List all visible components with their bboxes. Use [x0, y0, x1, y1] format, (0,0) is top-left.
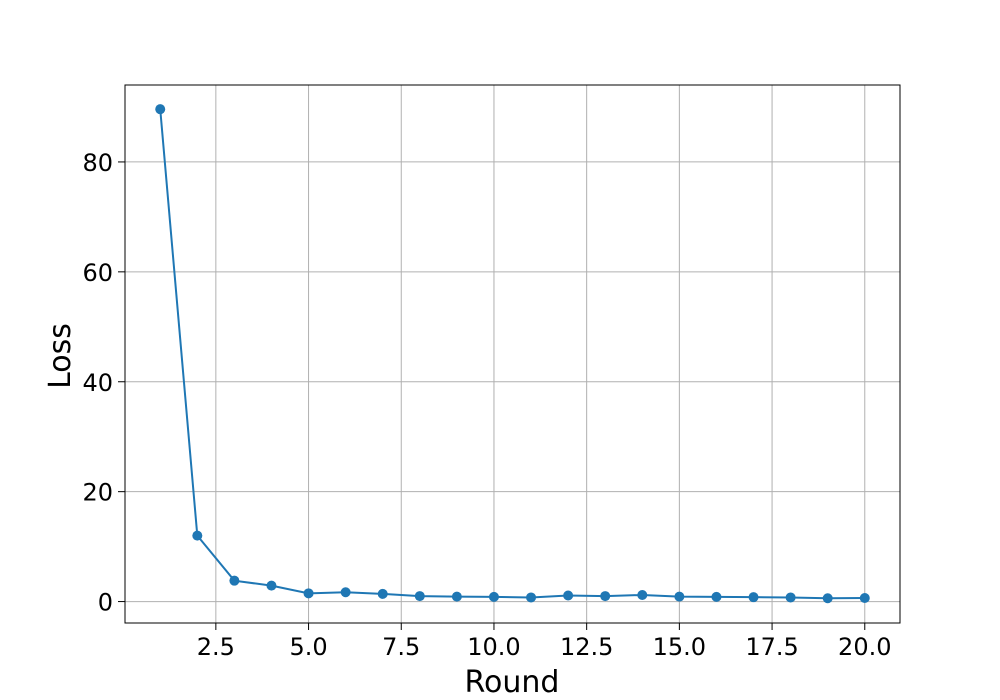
plot-frame [124, 84, 901, 624]
data-point [600, 591, 611, 602]
x-tick-label: 7.5 [382, 633, 420, 661]
data-point [785, 592, 796, 603]
x-tick-label: 10.0 [467, 633, 520, 661]
data-point [563, 590, 574, 601]
x-tick-label: 5.0 [289, 633, 327, 661]
y-axis-title: Loss [43, 323, 78, 389]
data-point [674, 591, 685, 602]
x-tick-label: 17.5 [745, 633, 798, 661]
data-point [229, 575, 240, 586]
grid [125, 85, 900, 623]
x-tick-label: 20.0 [838, 633, 891, 661]
y-tick-label: 20 [82, 479, 113, 507]
data-point [377, 588, 388, 599]
data-point [192, 530, 203, 541]
y-tick-label: 80 [82, 149, 113, 177]
data-point [266, 580, 277, 591]
y-tick-label: 60 [82, 259, 113, 287]
data-point [859, 592, 870, 603]
data-point [155, 104, 166, 115]
data-point [526, 592, 537, 603]
data-point [748, 592, 759, 603]
data-point [637, 589, 648, 600]
series-line [159, 109, 865, 600]
y-tick-label: 40 [82, 369, 113, 397]
x-tick-label: 2.5 [197, 633, 235, 661]
y-tick-label: 0 [98, 589, 113, 617]
data-point [488, 591, 499, 602]
data-point [340, 587, 351, 598]
ticks: 2.5 5.0 7.5 10.0 12.5 15.0 17.5 20.0 0 20 40 60 80 [82, 149, 891, 661]
data-point [711, 591, 722, 602]
x-tick-label: 15.0 [653, 633, 706, 661]
data-point [414, 591, 425, 602]
x-tick-label: 12.5 [560, 633, 613, 661]
data-point [822, 593, 833, 604]
x-axis-title: Round [465, 665, 560, 700]
data-point [303, 588, 314, 599]
series-layer [155, 104, 870, 604]
data-point [451, 591, 462, 602]
